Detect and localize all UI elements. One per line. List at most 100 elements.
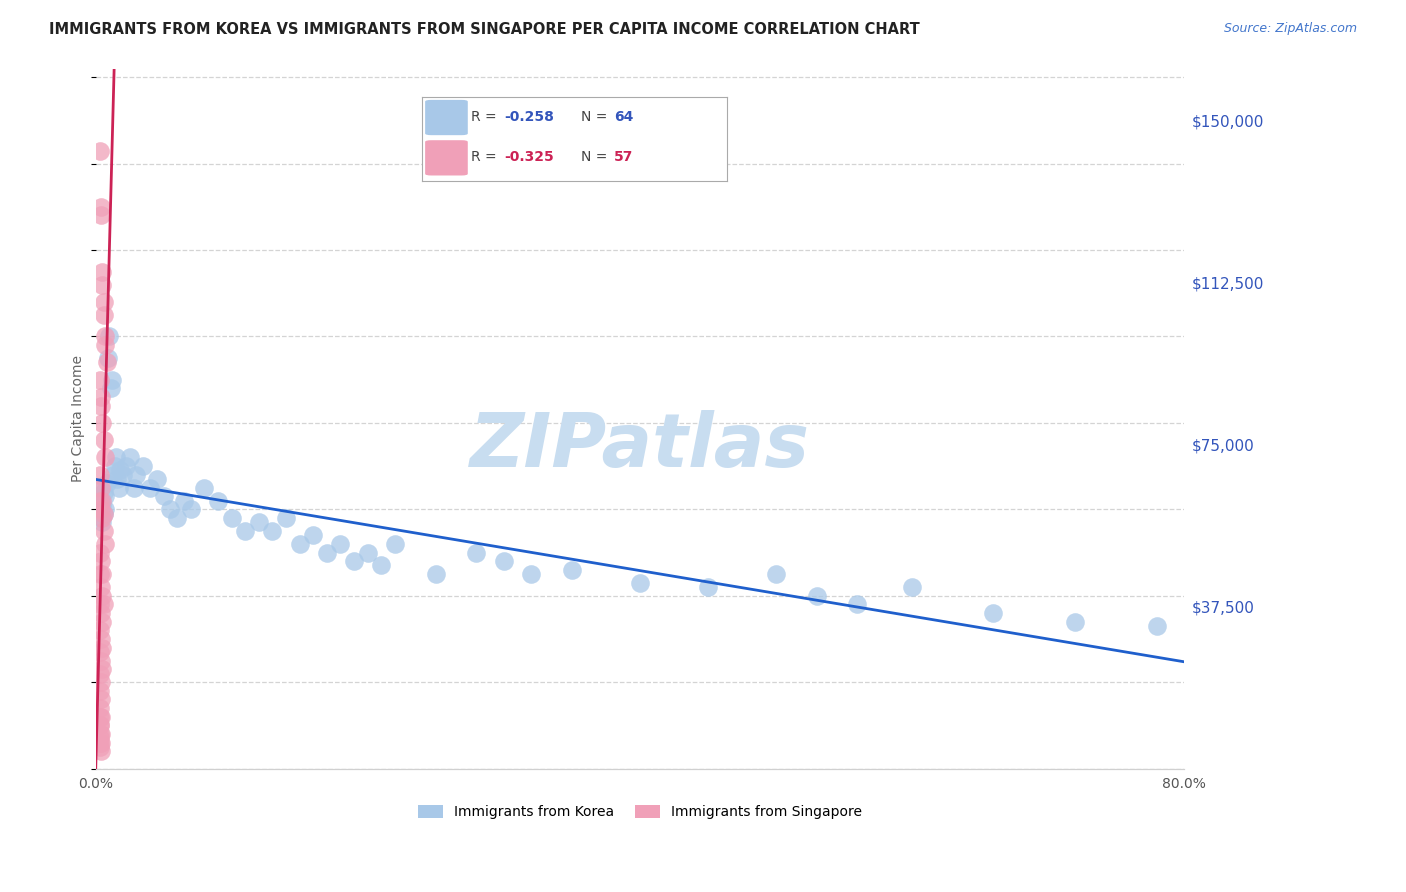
Point bbox=[89, 493, 111, 508]
Point bbox=[93, 294, 115, 309]
Point bbox=[91, 265, 114, 279]
Point bbox=[89, 373, 111, 387]
Point bbox=[89, 467, 111, 482]
Point bbox=[90, 200, 112, 214]
Point bbox=[981, 606, 1004, 620]
Point bbox=[125, 467, 148, 482]
Point bbox=[90, 399, 112, 413]
Point bbox=[90, 654, 112, 668]
Point bbox=[101, 373, 124, 387]
Point bbox=[89, 502, 111, 516]
Point bbox=[104, 459, 127, 474]
Point bbox=[89, 701, 111, 715]
Point bbox=[89, 567, 111, 582]
Point bbox=[465, 545, 488, 559]
Point bbox=[94, 489, 117, 503]
Point bbox=[93, 598, 115, 612]
Point bbox=[696, 580, 718, 594]
Point bbox=[89, 727, 111, 741]
Point bbox=[193, 481, 215, 495]
Point bbox=[207, 493, 229, 508]
Legend: Immigrants from Korea, Immigrants from Singapore: Immigrants from Korea, Immigrants from S… bbox=[412, 799, 868, 825]
Point bbox=[180, 502, 202, 516]
Point bbox=[166, 511, 188, 525]
Point bbox=[105, 450, 128, 465]
Point bbox=[94, 338, 117, 352]
Point bbox=[302, 528, 325, 542]
Point bbox=[343, 554, 366, 568]
Point bbox=[93, 433, 115, 447]
Point bbox=[107, 472, 129, 486]
Point bbox=[139, 481, 162, 495]
Point bbox=[93, 507, 115, 521]
Point bbox=[90, 632, 112, 646]
Point bbox=[146, 472, 169, 486]
Point bbox=[90, 390, 112, 404]
Point bbox=[91, 511, 114, 525]
Point bbox=[89, 624, 111, 638]
Point bbox=[90, 675, 112, 690]
Point bbox=[425, 567, 447, 582]
Point bbox=[93, 524, 115, 538]
Point bbox=[90, 710, 112, 724]
Point bbox=[111, 467, 134, 482]
Point bbox=[90, 727, 112, 741]
Point bbox=[98, 329, 121, 343]
Point bbox=[520, 567, 543, 582]
Point bbox=[90, 606, 112, 620]
Point bbox=[90, 744, 112, 758]
Point bbox=[288, 537, 311, 551]
Point bbox=[846, 598, 869, 612]
Point bbox=[173, 493, 195, 508]
Point bbox=[93, 485, 115, 500]
Point bbox=[357, 545, 380, 559]
Point bbox=[900, 580, 922, 594]
Point bbox=[91, 516, 114, 530]
Text: Source: ZipAtlas.com: Source: ZipAtlas.com bbox=[1223, 22, 1357, 36]
Point bbox=[89, 736, 111, 750]
Point bbox=[90, 511, 112, 525]
Point bbox=[91, 567, 114, 582]
Point bbox=[384, 537, 406, 551]
Point bbox=[90, 209, 112, 223]
Point bbox=[96, 355, 118, 369]
Point bbox=[370, 558, 392, 573]
Point bbox=[87, 489, 110, 503]
Point bbox=[91, 662, 114, 676]
Point bbox=[233, 524, 256, 538]
Point bbox=[107, 481, 129, 495]
Point bbox=[628, 575, 651, 590]
Point bbox=[100, 381, 122, 395]
Point bbox=[89, 718, 111, 732]
Point bbox=[89, 683, 111, 698]
Point bbox=[103, 467, 125, 482]
Point bbox=[329, 537, 352, 551]
Text: IMMIGRANTS FROM KOREA VS IMMIGRANTS FROM SINGAPORE PER CAPITA INCOME CORRELATION: IMMIGRANTS FROM KOREA VS IMMIGRANTS FROM… bbox=[49, 22, 920, 37]
Point bbox=[118, 450, 141, 465]
Point bbox=[93, 507, 115, 521]
Point bbox=[90, 554, 112, 568]
Point bbox=[90, 692, 112, 706]
Point bbox=[221, 511, 243, 525]
Point bbox=[91, 498, 114, 512]
Y-axis label: Per Capita Income: Per Capita Income bbox=[72, 355, 86, 482]
Point bbox=[114, 459, 136, 474]
Point bbox=[1146, 619, 1168, 633]
Point bbox=[89, 739, 111, 754]
Point bbox=[108, 463, 131, 477]
Point bbox=[91, 615, 114, 629]
Point bbox=[90, 736, 112, 750]
Point bbox=[122, 481, 145, 495]
Point bbox=[492, 554, 515, 568]
Point bbox=[89, 731, 111, 746]
Point bbox=[89, 718, 111, 732]
Point bbox=[91, 589, 114, 603]
Point bbox=[274, 511, 297, 525]
Point bbox=[91, 640, 114, 655]
Point bbox=[262, 524, 284, 538]
Point bbox=[132, 459, 155, 474]
Point bbox=[89, 545, 111, 559]
Point bbox=[90, 481, 112, 495]
Point bbox=[90, 580, 112, 594]
Point bbox=[94, 450, 117, 465]
